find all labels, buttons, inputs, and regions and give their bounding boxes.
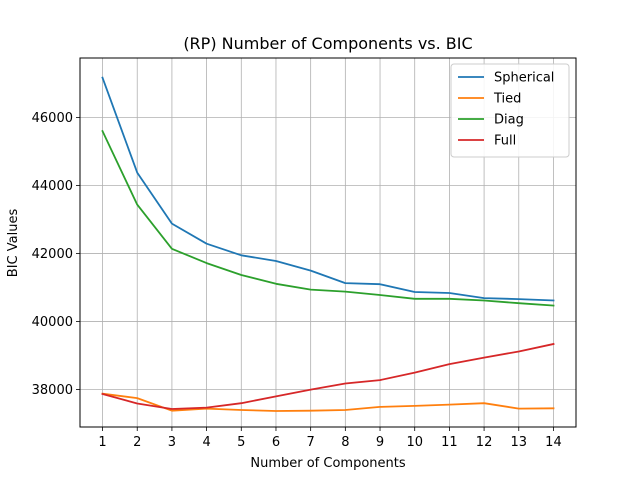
y-tick-label: 40000 <box>32 315 73 330</box>
legend-box <box>450 63 570 158</box>
x-tick-label: 2 <box>133 435 141 450</box>
legend-label-spherical: Spherical <box>494 71 554 86</box>
y-tick-label: 42000 <box>32 247 73 262</box>
x-tick-label: 4 <box>202 435 210 450</box>
x-tick-label: 3 <box>168 435 176 450</box>
series-line-full <box>101 342 555 410</box>
x-tick-label: 9 <box>376 435 384 450</box>
series-lines <box>101 76 555 412</box>
y-tick-label: 44000 <box>32 179 73 194</box>
series-line-spherical <box>101 76 555 302</box>
chart-title: (RP) Number of Components vs. BIC <box>183 34 472 53</box>
x-tick-label: 1 <box>98 435 106 450</box>
x-tick-label: 11 <box>441 435 458 450</box>
legend: Spherical Tied Diag Full <box>450 63 570 158</box>
series-line-tied <box>101 392 555 412</box>
x-tick-label: 6 <box>272 435 280 450</box>
y-tick-label: 46000 <box>32 111 73 126</box>
legend-label-tied: Tied <box>493 92 521 107</box>
x-axis-label: Number of Components <box>250 456 405 471</box>
x-axis-ticks: 1 2 3 4 5 6 7 8 9 10 11 12 13 14 <box>98 427 562 450</box>
x-tick-label: 5 <box>237 435 245 450</box>
x-tick-label: 10 <box>406 435 423 450</box>
x-tick-label: 8 <box>341 435 349 450</box>
y-tick-label: 38000 <box>32 383 73 398</box>
x-tick-label: 12 <box>476 435 493 450</box>
legend-label-diag: Diag <box>494 113 524 128</box>
x-tick-label: 7 <box>307 435 315 450</box>
series-line-diag <box>101 129 555 307</box>
legend-label-full: Full <box>494 134 516 149</box>
y-axis-label: BIC Values <box>6 209 21 278</box>
x-tick-label: 14 <box>545 435 562 450</box>
y-axis-ticks: 38000 40000 42000 44000 46000 <box>32 111 80 398</box>
plot-area-frame <box>79 57 577 428</box>
x-tick-label: 13 <box>510 435 527 450</box>
